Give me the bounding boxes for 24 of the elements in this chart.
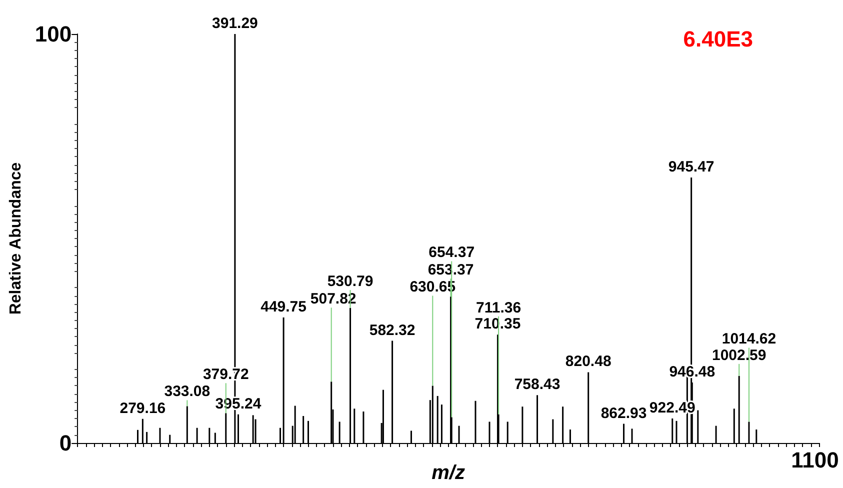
y-axis-title: Relative Abundance (8, 162, 24, 315)
annotation: 710.35 (474, 316, 521, 333)
annotation: 449.75 (260, 298, 306, 316)
annotation: 6.40E3 (683, 26, 754, 52)
annotation: 758.43 (514, 376, 560, 394)
annotation: 530.79 (327, 273, 374, 290)
annotation: 945.47 (668, 158, 714, 176)
annotation: 654.37 (428, 244, 475, 262)
y-tick-label: 100 (34, 22, 72, 46)
annotation: 653.37 (428, 262, 474, 279)
annotation: 333.08 (164, 383, 210, 400)
annotation: 391.29 (212, 15, 258, 32)
annotation: 582.32 (369, 322, 416, 339)
annotation: 1002.59 (712, 346, 766, 364)
x-axis-title: m/z (432, 462, 465, 484)
annotation: 630.65 (410, 278, 456, 296)
annotation: 711.36 (476, 299, 522, 316)
annotation: 820.48 (565, 353, 612, 370)
text: 1100 (791, 448, 839, 472)
y-tick-label: 0 (59, 430, 72, 456)
annotation: 862.93 (600, 404, 647, 422)
annotation: 507.82 (310, 290, 356, 308)
annotation: 1014.62 (722, 330, 776, 348)
annotation: 279.16 (120, 400, 166, 417)
